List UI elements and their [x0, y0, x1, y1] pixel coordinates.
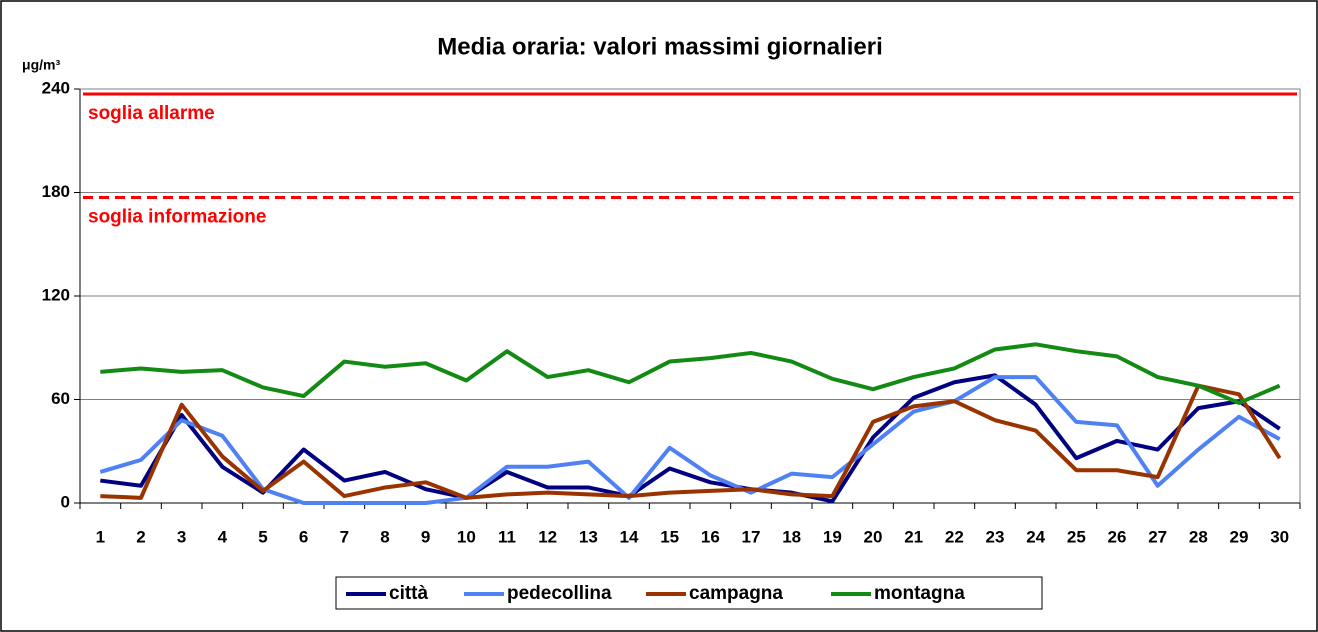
x-tick-label: 25 — [1067, 527, 1086, 546]
x-tick-label: 19 — [823, 527, 842, 546]
y-tick-label: 120 — [42, 285, 70, 304]
series-line — [100, 373, 1281, 504]
x-tick-label: 27 — [1148, 527, 1167, 546]
x-tick-label: 7 — [340, 527, 349, 546]
x-tick-label: 4 — [218, 527, 228, 546]
y-tick-label: 180 — [42, 182, 70, 201]
x-tick-label: 26 — [1108, 527, 1127, 546]
x-tick-label: 15 — [660, 527, 679, 546]
x-tick-label: 24 — [1026, 527, 1045, 546]
y-unit: μg/m³ — [22, 57, 60, 73]
x-tick-label: 29 — [1230, 527, 1249, 546]
threshold-label: soglia informazione — [88, 207, 266, 228]
x-tick-label: 28 — [1189, 527, 1208, 546]
x-tick-label: 14 — [620, 527, 639, 546]
y-tick-label: 60 — [51, 389, 70, 408]
x-tick-label: 8 — [380, 527, 389, 546]
x-tick-label: 9 — [421, 527, 430, 546]
x-tick-label: 23 — [986, 527, 1005, 546]
threshold-label: soglia allarme — [88, 103, 215, 124]
legend-label: pedecollina — [507, 583, 612, 604]
chart-title: Media oraria: valori massimi giornalieri — [437, 33, 883, 60]
x-tick-label: 3 — [177, 527, 186, 546]
x-tick-label: 21 — [904, 527, 923, 546]
x-tick-label: 10 — [457, 527, 476, 546]
series-line — [99, 375, 1281, 505]
x-tick-label: 12 — [538, 527, 557, 546]
x-tick-label: 6 — [299, 527, 308, 546]
x-tick-label: 5 — [258, 527, 267, 546]
x-tick-label: 2 — [136, 527, 145, 546]
x-tick-label: 16 — [701, 527, 720, 546]
y-tick-label: 240 — [42, 78, 70, 97]
x-tick-label: 13 — [579, 527, 598, 546]
x-tick-label: 20 — [864, 527, 883, 546]
legend: città pedecollina campagna montagna — [335, 576, 1043, 610]
x-tick-label: 11 — [498, 527, 516, 546]
x-tick-label: 18 — [782, 527, 801, 546]
legend-label: campagna — [689, 583, 783, 604]
y-tick-label: 0 — [61, 492, 70, 511]
x-tick-label: 30 — [1270, 527, 1289, 546]
series-line — [100, 383, 1282, 500]
legend-box — [335, 576, 1043, 610]
x-tick-label: 17 — [742, 527, 761, 546]
legend-label: montagna — [874, 583, 965, 604]
series-line — [100, 342, 1281, 405]
x-tick-label: 22 — [945, 527, 964, 546]
x-tick-label: 1 — [96, 527, 105, 546]
legend-label: città — [389, 583, 429, 604]
